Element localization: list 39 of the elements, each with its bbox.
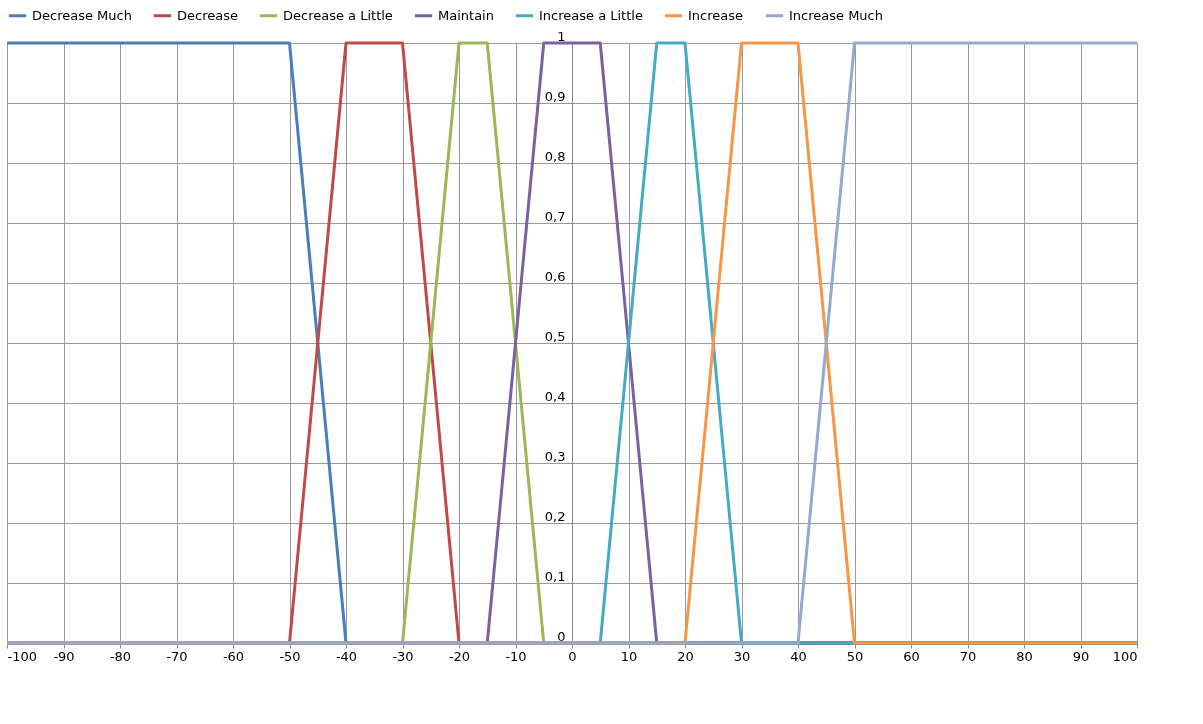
x-tick-label: 70 — [959, 648, 977, 664]
legend-label: Increase — [688, 7, 744, 23]
legend-label: Decrease — [177, 7, 238, 23]
legend-label: Decrease a Little — [283, 7, 393, 23]
y-tick-label: 0,7 — [544, 208, 566, 224]
legend-label: Increase Much — [789, 7, 883, 23]
x-tick-label: -30 — [392, 648, 414, 664]
y-tick-label: 0,6 — [544, 268, 566, 284]
y-tick-label: 0,5 — [544, 328, 566, 344]
y-tick-label: 0 — [557, 628, 566, 644]
x-tick-label: -60 — [222, 648, 245, 664]
y-tick-label: 1 — [557, 28, 566, 44]
x-tick-label: 90 — [1072, 648, 1090, 664]
x-tick-label: 20 — [677, 648, 694, 664]
x-tick-label: -80 — [109, 648, 132, 664]
x-tick-label: -90 — [53, 648, 75, 664]
y-tick-label: 0,8 — [544, 148, 566, 164]
legend-label: Increase a Little — [539, 7, 643, 23]
legend-label: Decrease Much — [32, 7, 132, 23]
x-tick-label: -70 — [166, 648, 188, 664]
x-tick-label: 80 — [1016, 648, 1033, 664]
x-tick-label: 50 — [846, 648, 864, 664]
x-tick-label: 40 — [790, 648, 807, 664]
x-tick-label: -50 — [279, 648, 301, 664]
y-tick-label: 0,9 — [544, 88, 566, 104]
legend-label: Maintain — [438, 7, 494, 23]
x-tick-label: 10 — [620, 648, 638, 664]
y-tick-label: 0,1 — [544, 568, 566, 584]
x-tick-label: 60 — [903, 648, 920, 664]
x-tick-label: -10 — [505, 648, 527, 664]
x-tick-label: 100 — [1112, 648, 1138, 664]
y-tick-label: 0,2 — [544, 508, 566, 524]
x-tick-label: 0 — [568, 648, 577, 664]
x-tick-label: -20 — [448, 648, 471, 664]
x-tick-label: -100 — [7, 648, 38, 664]
y-tick-label: 0,3 — [544, 448, 566, 464]
y-tick-label: 0,4 — [544, 388, 566, 404]
x-tick-label: -40 — [335, 648, 358, 664]
x-tick-label: 30 — [733, 648, 751, 664]
